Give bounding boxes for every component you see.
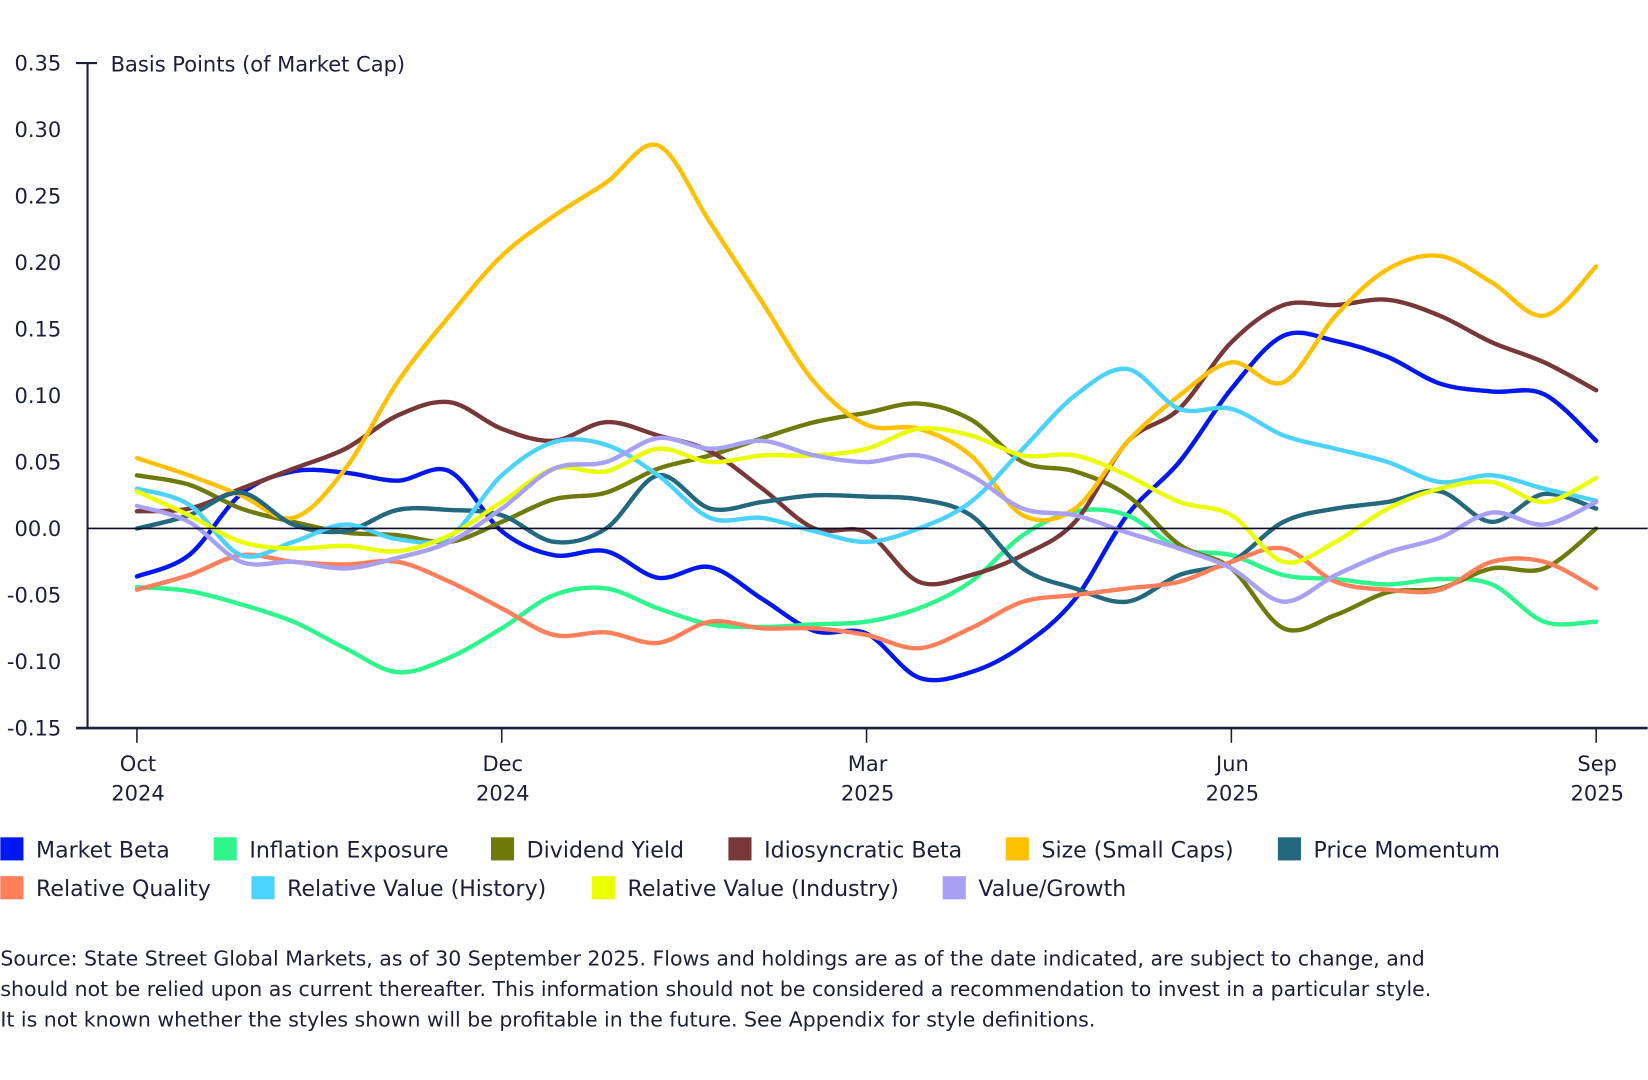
legend-item: Dividend Yield [490, 837, 684, 863]
x-tick-month: Dec [482, 751, 523, 776]
legend-item: Price Momentum [1277, 837, 1500, 863]
x-tick-labels: Oct 2024 Dec 2024 Mar 2025 Jun 2025 Sep 2025 [111, 728, 1624, 806]
legend-item: Value/Growth [942, 876, 1126, 902]
y-tick-label: -0.15 [7, 715, 61, 740]
legend-label: Dividend Yield [527, 838, 684, 863]
series-line-inflation-exposure [134, 507, 1599, 675]
legend-item: Size (Small Caps) [1005, 837, 1234, 863]
x-tick-month: Jun [1214, 751, 1249, 776]
series-line-price-momentum [134, 473, 1599, 605]
legend: Market Beta Inflation Exposure Dividend Yi… [0, 837, 1500, 902]
legend-swatch [0, 837, 24, 861]
legend-label: Value/Growth [978, 877, 1126, 902]
series-lines [134, 142, 1599, 683]
y-tick-label: 0.10 [15, 383, 62, 408]
x-tick-year: 2025 [1571, 781, 1624, 806]
y-tick-label: -0.10 [7, 649, 61, 674]
legend-swatch [251, 876, 275, 900]
legend-item: Market Beta [0, 837, 170, 863]
series-line-dividend-yield [134, 401, 1599, 633]
x-tick-year: 2024 [476, 781, 529, 806]
source-line-1: Source: State Street Global Markets, as … [0, 946, 1424, 970]
legend-swatch [1277, 837, 1301, 861]
x-tick-month: Oct [120, 751, 156, 776]
legend-swatch [728, 837, 752, 861]
legend-label: Inflation Exposure [249, 838, 448, 863]
x-tick-month: Mar [848, 751, 888, 776]
series-line-idiosyncratic-beta [134, 297, 1599, 587]
legend-label: Relative Quality [36, 877, 211, 902]
legend-item: Idiosyncratic Beta [728, 837, 962, 863]
legend-swatch [490, 837, 515, 861]
legend-item: Relative Value (History) [251, 876, 546, 902]
legend-label: Idiosyncratic Beta [764, 838, 962, 863]
series-line-relative-value-industry [134, 426, 1599, 565]
y-tick-label: 0.20 [15, 250, 62, 275]
legend-item: Relative Value (Industry) [591, 876, 899, 902]
y-axis [75, 61, 97, 729]
series-line-market-beta [134, 330, 1599, 683]
series-line-value-growth [134, 435, 1599, 604]
legend-label: Market Beta [36, 838, 170, 863]
legend-swatch [591, 876, 615, 900]
legend-item: Inflation Exposure [213, 837, 449, 863]
source-line-3: It is not known whether the styles shown… [0, 1007, 1095, 1031]
legend-swatch [213, 837, 237, 861]
source-note: Source: State Street Global Markets, as … [0, 946, 1431, 1031]
x-tick-year: 2025 [841, 781, 894, 806]
y-tick-label: 00.0 [15, 516, 62, 541]
x-tick-year: 2024 [111, 781, 164, 806]
y-tick-label: 0.35 [15, 50, 62, 75]
series-line-relative-value-history [134, 366, 1599, 559]
y-axis-label: Basis Points (of Market Cap) [111, 51, 405, 76]
legend-label: Size (Small Caps) [1041, 838, 1233, 863]
source-line-2: should not be relied upon as current the… [0, 977, 1431, 1001]
y-tick-label: -0.05 [7, 582, 61, 607]
legend-swatch [1005, 837, 1029, 861]
legend-swatch [0, 876, 24, 900]
y-tick-label: 0.15 [15, 316, 62, 341]
x-tick-month: Sep [1577, 751, 1617, 776]
legend-label: Relative Value (History) [287, 877, 546, 902]
y-tick-label: 0.05 [15, 449, 62, 474]
legend-label: Relative Value (Industry) [628, 877, 899, 902]
series-line-size-small-caps [134, 142, 1599, 523]
legend-swatch [942, 876, 966, 900]
y-tick-labels: 0.35 0.30 0.25 0.20 0.15 0.10 0.05 00.0 -0.05 -0.… [7, 50, 61, 740]
y-tick-label: 0.25 [15, 183, 62, 208]
legend-label: Price Momentum [1314, 838, 1500, 863]
y-tick-label: 0.30 [15, 117, 62, 142]
legend-item: Relative Quality [0, 876, 211, 902]
x-tick-year: 2025 [1206, 781, 1259, 806]
